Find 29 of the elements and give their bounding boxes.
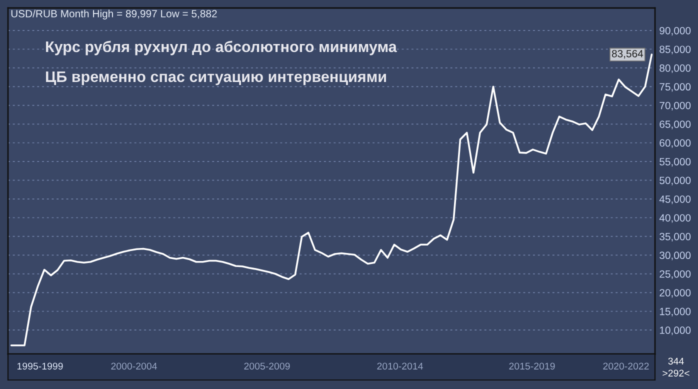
y-tick-label: 20,000 bbox=[660, 289, 691, 298]
y-tick-label: 25,000 bbox=[660, 270, 691, 279]
text: 2020-2022 bbox=[603, 362, 649, 370]
y-tick-label: 85,000 bbox=[660, 46, 691, 54]
y-tick-label: 50,000 bbox=[660, 176, 691, 186]
text: 344 bbox=[668, 358, 684, 365]
y-tick-label: 65,000 bbox=[660, 120, 691, 130]
y-tick-label: 10,000 bbox=[660, 326, 691, 336]
y-tick-label: 60,000 bbox=[660, 139, 691, 148]
y-tick-label: 90,000 bbox=[660, 26, 691, 36]
text: 2010-2014 bbox=[377, 362, 423, 370]
y-tick-label: 70,000 bbox=[660, 102, 691, 110]
y-tick-label: 35,000 bbox=[660, 232, 691, 242]
chart-title: USD/RUB Month High = 89,997 Low = 5,882 bbox=[11, 10, 217, 20]
y-tick-label: 55,000 bbox=[660, 158, 691, 167]
text: 1995-1999 bbox=[17, 362, 63, 370]
y-tick-label: 40,000 bbox=[659, 214, 691, 223]
text: 2000-2004 bbox=[111, 362, 157, 370]
y-tick-label: 45,000 bbox=[659, 195, 691, 204]
annotation: ЦБ временно спас ситуацию интервенциями bbox=[46, 71, 386, 86]
y-tick-label: 30,000 bbox=[660, 252, 691, 260]
annotation: Курс рубля рухнул до абсолютного минимума bbox=[46, 40, 397, 56]
y-tick-label: 80,000 bbox=[660, 64, 691, 74]
text: 2015-2019 bbox=[509, 362, 555, 370]
y-tick-label: 15,000 bbox=[660, 308, 691, 316]
y-tick-label: 75,000 bbox=[660, 83, 691, 92]
text: >292< bbox=[662, 370, 690, 377]
text: 2005-2009 bbox=[244, 362, 290, 370]
annotation: 83,564 bbox=[612, 50, 644, 59]
